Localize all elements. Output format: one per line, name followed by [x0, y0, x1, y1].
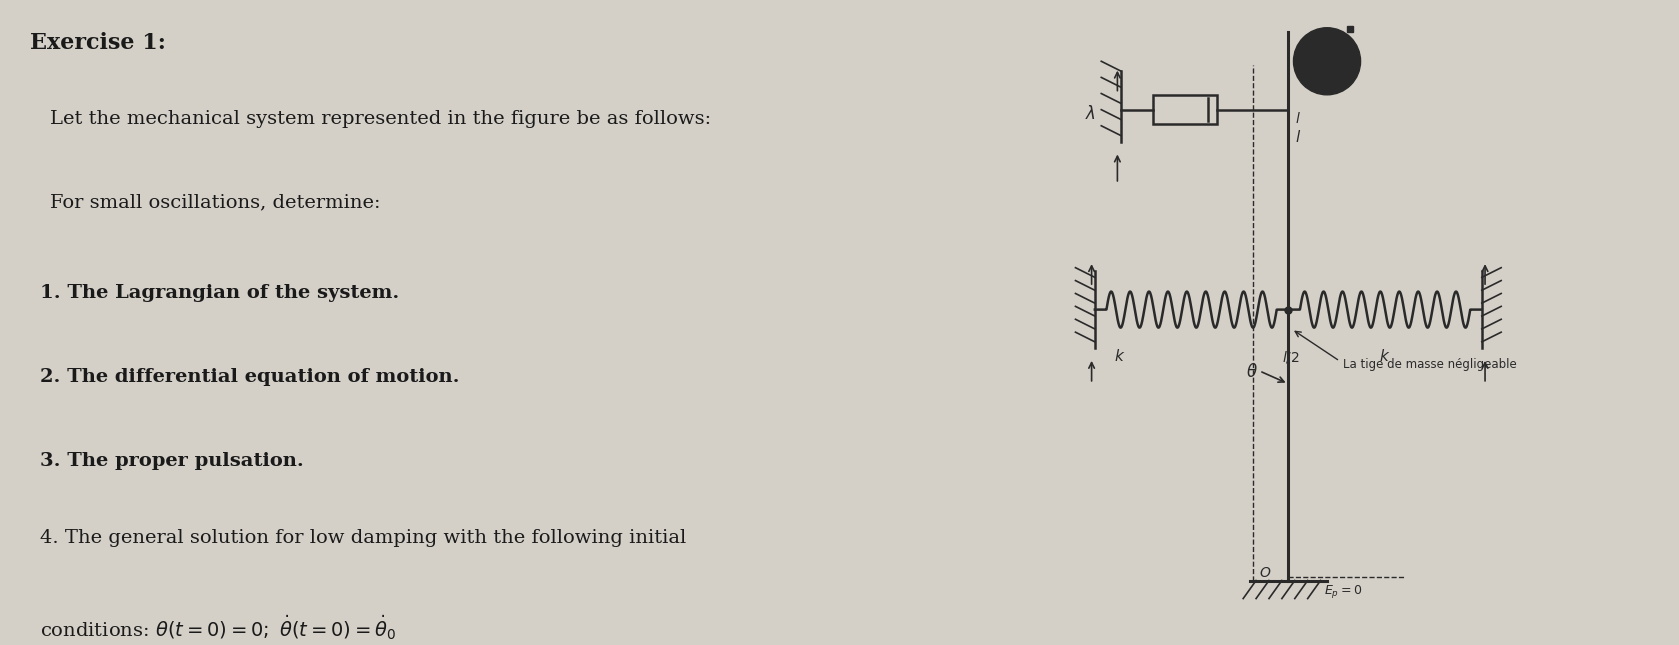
Text: $k$: $k$ — [1115, 348, 1125, 364]
Text: For small oscillations, determine:: For small oscillations, determine: — [50, 194, 381, 212]
Text: 2. The differential equation of motion.: 2. The differential equation of motion. — [40, 368, 460, 386]
Text: 1. The Lagrangian of the system.: 1. The Lagrangian of the system. — [40, 284, 400, 302]
Text: La tige de masse négligeable: La tige de masse négligeable — [1343, 357, 1516, 371]
Text: Exercise 1:: Exercise 1: — [30, 32, 166, 54]
Text: O: O — [1259, 566, 1271, 580]
Text: 3. The proper pulsation.: 3. The proper pulsation. — [40, 451, 304, 470]
Text: 4. The general solution for low damping with the following initial: 4. The general solution for low damping … — [40, 529, 687, 547]
Text: $k$: $k$ — [1378, 348, 1390, 364]
Text: Let the mechanical system represented in the figure be as follows:: Let the mechanical system represented in… — [50, 110, 712, 128]
Text: $l/2$: $l/2$ — [1281, 349, 1300, 364]
Text: $E_p{=}0$: $E_p{=}0$ — [1323, 582, 1362, 599]
Circle shape — [1293, 28, 1360, 95]
Text: $\lambda$: $\lambda$ — [1085, 105, 1096, 123]
Text: $\theta$: $\theta$ — [1246, 363, 1258, 381]
Text: conditions: $\theta(t=0)=0;\ \dot{\theta}(t=0)=\dot{\theta}_0$: conditions: $\theta(t=0)=0;\ \dot{\theta… — [40, 613, 396, 642]
Text: $l$: $l$ — [1295, 110, 1301, 126]
Text: $l$: $l$ — [1295, 129, 1301, 145]
Bar — [1153, 95, 1217, 124]
